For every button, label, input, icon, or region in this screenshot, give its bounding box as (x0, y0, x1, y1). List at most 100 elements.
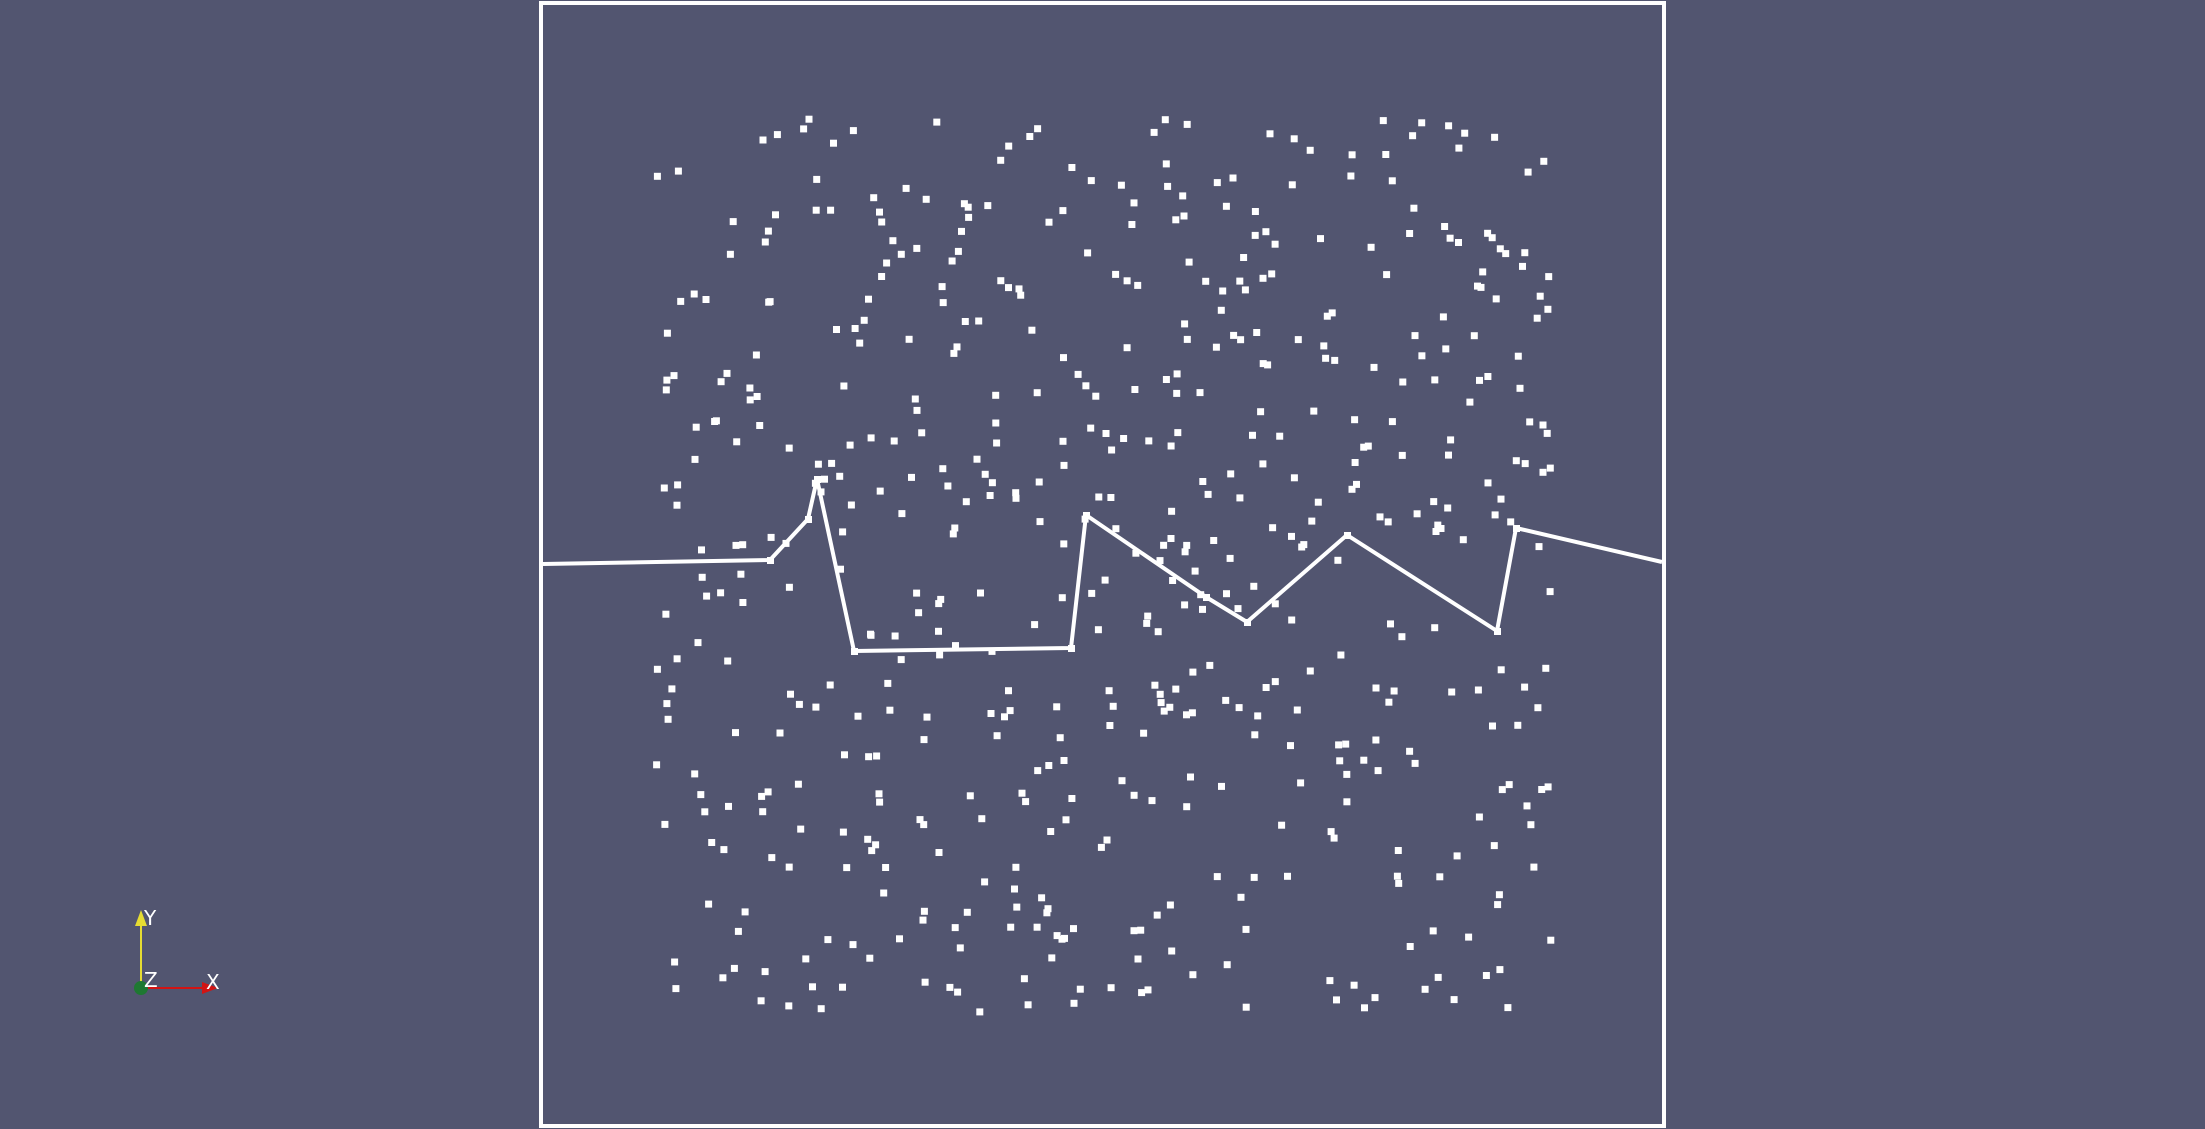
point-marker (1045, 218, 1053, 226)
point-marker (1264, 361, 1272, 369)
point-marker (961, 318, 969, 325)
point-marker (939, 465, 947, 473)
point-marker (992, 419, 1000, 427)
point-marker (746, 384, 754, 392)
point-marker (916, 816, 924, 824)
point-marker (1546, 588, 1554, 596)
point-marker (1519, 262, 1526, 270)
crack-vertex-marker (1083, 512, 1090, 519)
point-marker (1524, 168, 1532, 176)
point-marker (956, 944, 964, 952)
point-marker (1343, 770, 1351, 778)
point-marker (1429, 927, 1437, 935)
point-marker (794, 780, 802, 788)
point-marker (1172, 685, 1180, 693)
point-marker (1128, 221, 1136, 228)
point-marker (1144, 612, 1152, 620)
point-marker (809, 983, 816, 991)
point-marker (949, 530, 957, 538)
point-marker (730, 964, 738, 972)
point-marker (802, 955, 810, 963)
point-marker (1484, 229, 1492, 237)
point-marker (1317, 235, 1324, 243)
point-marker (1031, 621, 1039, 629)
point-marker (973, 455, 981, 463)
point-marker (1061, 934, 1068, 942)
point-marker (1455, 144, 1463, 152)
point-marker (1234, 605, 1242, 613)
point-marker (1364, 442, 1372, 450)
point-marker (1278, 821, 1286, 829)
point-marker (898, 510, 906, 518)
point-marker (1017, 291, 1025, 299)
point-marker (839, 828, 847, 836)
point-marker (1250, 582, 1258, 590)
point-marker (841, 751, 848, 759)
point-marker (1015, 285, 1023, 293)
point-marker (1502, 250, 1510, 258)
point-marker (868, 847, 876, 855)
point-marker (1534, 704, 1542, 712)
point-marker (691, 770, 699, 778)
point-marker (1445, 122, 1453, 130)
point-marker (761, 238, 769, 246)
point-marker (958, 227, 965, 235)
point-marker (726, 250, 734, 258)
point-marker (1447, 436, 1455, 444)
point-marker (1351, 416, 1359, 424)
point-marker (1439, 313, 1447, 321)
point-marker (1466, 398, 1474, 406)
point-marker (1235, 704, 1243, 712)
point-marker (1138, 989, 1146, 997)
point-marker (737, 570, 745, 578)
point-marker (889, 237, 897, 245)
point-marker (1290, 474, 1298, 482)
point-marker (1237, 893, 1245, 901)
point-marker (849, 127, 857, 135)
point-marker (1166, 901, 1174, 909)
point-marker (1183, 803, 1191, 811)
point-marker (839, 528, 847, 536)
point-marker (920, 907, 928, 915)
point-marker (1074, 370, 1082, 378)
point-marker (1130, 927, 1138, 935)
point-marker (812, 703, 820, 711)
point-marker (797, 825, 805, 833)
point-marker (670, 372, 678, 380)
point-marker (1094, 626, 1102, 634)
point-marker (1034, 125, 1042, 133)
point-marker (1060, 540, 1068, 548)
point-marker (843, 864, 851, 872)
point-marker (1106, 722, 1114, 729)
point-marker (1164, 182, 1172, 190)
point-marker (701, 808, 709, 816)
point-marker (1068, 164, 1076, 171)
point-marker (1432, 528, 1440, 535)
point-marker (1490, 842, 1498, 850)
point-marker (1475, 813, 1483, 821)
point-marker (719, 974, 727, 982)
point-marker (854, 712, 862, 720)
point-marker (1441, 223, 1449, 230)
point-marker (1436, 873, 1444, 881)
crack-vertex-marker (1494, 628, 1501, 635)
point-marker (1410, 204, 1418, 212)
point-marker (1434, 973, 1442, 981)
point-marker (938, 283, 946, 291)
point-marker (1257, 408, 1265, 416)
z-axis-label: Z (144, 968, 158, 992)
point-marker (964, 203, 972, 211)
point-marker (1533, 314, 1541, 322)
point-marker (1123, 344, 1131, 352)
x-axis-label: X (206, 970, 220, 994)
point-marker (911, 395, 919, 403)
point-marker (908, 473, 915, 481)
point-marker (1334, 556, 1342, 564)
point-marker (1297, 779, 1305, 787)
point-marker (883, 259, 891, 267)
point-marker (785, 444, 793, 452)
point-marker (1251, 208, 1259, 215)
point-marker (1367, 243, 1375, 251)
point-marker (1399, 378, 1407, 386)
